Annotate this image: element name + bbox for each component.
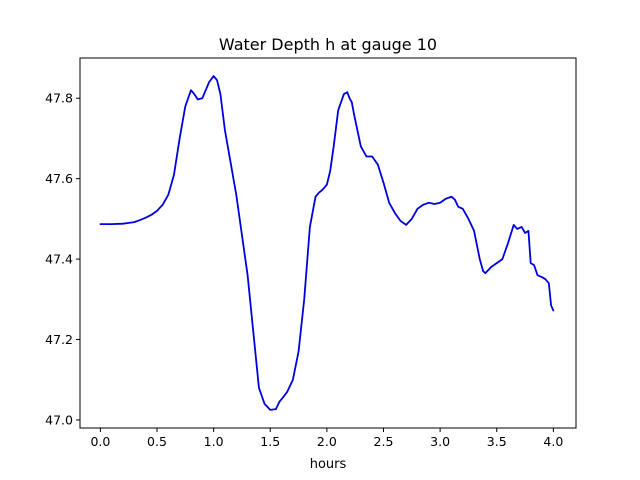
x-tick-label: 2.5	[374, 434, 394, 449]
x-tick-label: 1.5	[260, 434, 280, 449]
x-tick-label: 2.0	[317, 434, 337, 449]
plot-area: 0.0 0.5 1.0 1.5 2.0 2.5 3.0 3.5 4.0 47.0 47.2 47.4…	[45, 57, 577, 449]
x-axis-label: hours	[310, 457, 347, 472]
y-tick-label: 47.2	[45, 332, 73, 347]
y-axis: 47.0 47.2 47.4 47.6 47.8	[45, 91, 80, 427]
y-tick-label: 47.6	[45, 171, 73, 186]
series-line	[99, 75, 555, 411]
y-tick-label: 47.8	[45, 91, 73, 106]
x-tick-label: 0.0	[90, 434, 110, 449]
x-tick-label: 1.0	[204, 434, 224, 449]
x-tick-label: 3.0	[430, 434, 450, 449]
x-tick-label: 0.5	[147, 434, 167, 449]
x-tick-label: 3.5	[487, 434, 507, 449]
y-tick-label: 47.4	[45, 252, 73, 267]
x-tick-label: 4.0	[543, 434, 563, 449]
plot-frame	[79, 57, 577, 429]
chart-title: Water Depth h at gauge 10	[219, 35, 437, 54]
series-layer	[99, 75, 555, 411]
x-axis: 0.0 0.5 1.0 1.5 2.0 2.5 3.0 3.5 4.0	[90, 428, 563, 449]
y-tick-label: 47.0	[45, 412, 73, 427]
